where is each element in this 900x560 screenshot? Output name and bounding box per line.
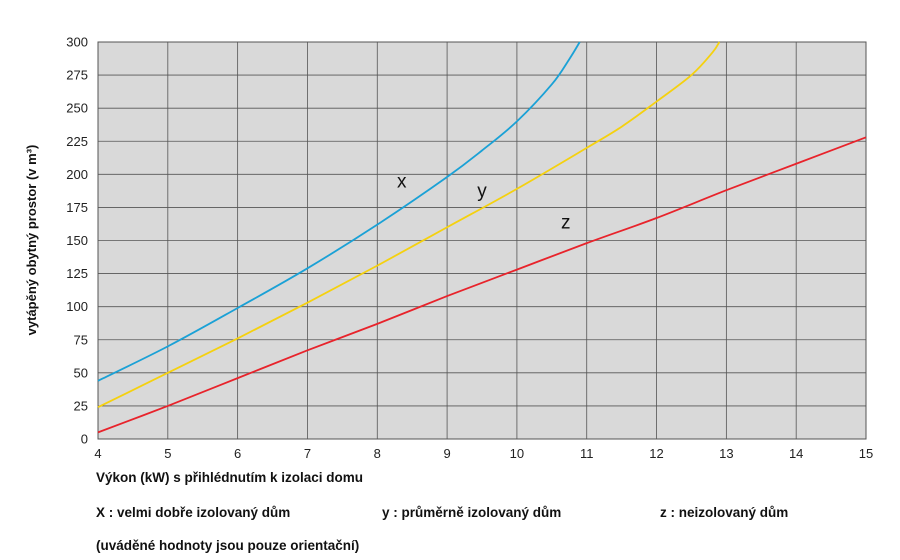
series-line-y: [97, 41, 721, 409]
legend-x: X : velmi dobře izolovaný dům: [96, 505, 291, 520]
y-tick-label: 25: [74, 398, 88, 413]
y-tick-label: 0: [81, 432, 88, 447]
x-axis-label: Výkon (kW) s přihlédnutím k izolaci domu: [96, 470, 364, 485]
curve-labels: x y z: [397, 172, 571, 234]
legend-y: y : průměrně izolovaný dům: [382, 505, 562, 520]
y-tick-label: 275: [66, 68, 88, 83]
x-tick-label: 4: [94, 446, 101, 461]
curve-label-x: x: [397, 172, 407, 193]
y-tick-label: 175: [66, 200, 88, 215]
x-tick-label: 15: [859, 446, 873, 461]
grid: [97, 41, 867, 440]
x-tick-label: 12: [649, 446, 663, 461]
x-tick-label: 5: [164, 446, 171, 461]
series-line-x: [97, 41, 581, 382]
legend-z: z : neizolovaný dům: [660, 505, 789, 520]
y-tick-label: 300: [66, 35, 88, 50]
y-tick-labels: 0 25 50 75 100 125 150 175 200 225 250 275 300: [66, 35, 88, 447]
x-tick-label: 7: [304, 446, 311, 461]
x-tick-label: 9: [443, 446, 450, 461]
series-line-z: [97, 136, 867, 434]
x-tick-label: 13: [719, 446, 733, 461]
x-tick-label: 8: [374, 446, 381, 461]
y-tick-label: 250: [66, 101, 88, 116]
series-lines: [97, 41, 867, 434]
curve-label-z: z: [561, 213, 571, 234]
y-axis-label: vytápěný obytný prostor (v m³): [24, 145, 39, 336]
y-tick-label: 225: [66, 134, 88, 149]
curve-label-y: y: [477, 181, 487, 202]
y-tick-label: 150: [66, 233, 88, 248]
y-tick-label: 50: [74, 365, 88, 380]
y-tick-label: 125: [66, 266, 88, 281]
x-tick-label: 10: [510, 446, 524, 461]
y-tick-label: 75: [74, 332, 88, 347]
x-tick-label: 14: [789, 446, 803, 461]
y-tick-label: 200: [66, 167, 88, 182]
power-volume-chart: 0 25 50 75 100 125 150 175 200 225 250 275 300 4 5 6 7 8…: [24, 35, 873, 462]
x-tick-label: 6: [234, 446, 241, 461]
y-tick-label: 100: [66, 299, 88, 314]
x-tick-labels: 4 5 6 7 8 9 10 11 12 13 14 15: [94, 446, 873, 461]
note-text: (uváděné hodnoty jsou pouze orientační): [96, 538, 360, 553]
x-tick-label: 11: [580, 446, 594, 461]
